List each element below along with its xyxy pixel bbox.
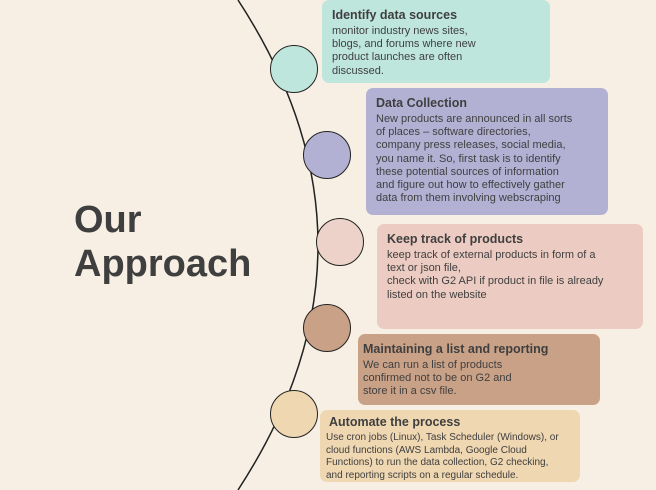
step-node-1	[270, 45, 318, 93]
step-body-2: New products are announced in all sorts …	[376, 113, 573, 205]
step-node-5	[270, 390, 318, 438]
step-card-2: Data Collection New products are announc…	[366, 88, 608, 215]
step-node-3	[316, 218, 364, 266]
step-body-3: keep track of external products in form …	[387, 249, 604, 301]
step-node-4	[303, 304, 351, 352]
step-card-3: Keep track of products keep track of ext…	[377, 224, 643, 329]
step-card-4: Maintaining a list and reporting We can …	[358, 334, 600, 405]
step-body-5: Use cron jobs (Linux), Task Scheduler (W…	[326, 432, 559, 481]
step-body-1: monitor industry news sites, blogs, and …	[332, 25, 476, 77]
step-body-4: We can run a list of products confirmed …	[363, 359, 512, 398]
title-line-2: Approach	[74, 243, 252, 285]
step-heading-1: Identify data sources	[332, 8, 458, 22]
step-heading-3: Keep track of products	[387, 232, 524, 246]
step-card-1: Identify data sources monitor industry n…	[322, 0, 550, 83]
step-card-5: Automate the process Use cron jobs (Linu…	[320, 410, 580, 482]
step-node-2	[303, 131, 351, 179]
page-title: Our Approach	[74, 198, 251, 286]
step-heading-5: Automate the process	[329, 415, 461, 429]
step-heading-2: Data Collection	[376, 96, 467, 110]
title-line-1: Our	[74, 199, 142, 241]
step-heading-4: Maintaining a list and reporting	[363, 342, 549, 356]
